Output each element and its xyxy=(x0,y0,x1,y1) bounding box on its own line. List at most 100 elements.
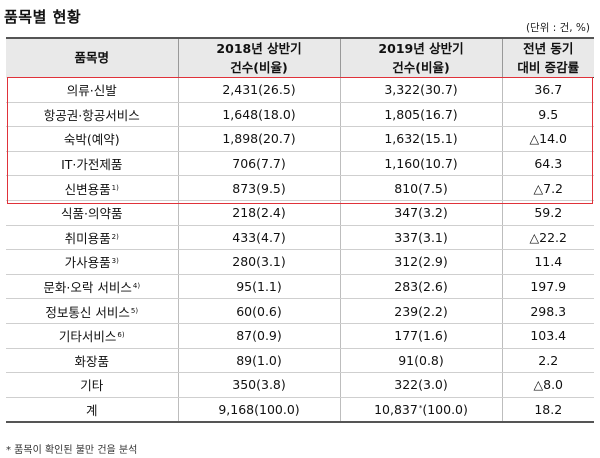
count-2019-cell: 3,322(30.7) xyxy=(340,77,503,103)
item-name: 식품·의약품 xyxy=(61,206,123,222)
header-2018-count: 건수(비율) xyxy=(178,58,341,78)
table-row: 식품·의약품 218(2.4) 347(3.2) 59.2 xyxy=(6,200,594,226)
table-row: 신변용품1) 873(9.5) 810(7.5) △7.2 xyxy=(6,175,594,201)
item-name: 정보통신 서비스 xyxy=(45,304,130,320)
header-2019-count: 건수(비율) xyxy=(340,58,503,78)
footnote: * 품목이 확인된 불만 건을 분석 xyxy=(6,445,138,456)
change-rate-cell: △14.0 xyxy=(502,126,594,152)
count-2019-value: 1,805(16.7) xyxy=(384,106,458,122)
count-2018-cell: 1,648(18.0) xyxy=(178,102,341,128)
item-name: 신변용품 xyxy=(64,181,111,197)
count-2019-cell: 337(3.1) xyxy=(340,225,503,251)
item-name: 문화·오락 서비스 xyxy=(43,280,132,296)
count-2018-cell: 2,431(26.5) xyxy=(178,77,341,103)
item-name-cell: IT·가전제품 xyxy=(6,151,179,177)
count-2018-cell: 95(1.1) xyxy=(178,274,341,300)
change-rate-cell: 18.2 xyxy=(502,397,594,424)
count-2019-cell: 91(0.8) xyxy=(340,348,503,374)
item-name: 가사용품 xyxy=(64,255,111,271)
item-name: 취미용품 xyxy=(64,230,111,246)
count-2018-cell: 87(0.9) xyxy=(178,323,341,349)
table-row: 숙박(예약) 1,898(20.7) 1,632(15.1) △14.0 xyxy=(6,126,594,152)
table-row: 화장품 89(1.0) 91(0.8) 2.2 xyxy=(6,348,594,374)
count-2018-cell: 433(4.7) xyxy=(178,225,341,251)
footnote-marker: 5) xyxy=(130,306,139,315)
item-name-cell: 가사용품3) xyxy=(6,249,179,275)
change-rate-cell: 197.9 xyxy=(502,274,594,300)
count-2019-ratio: (100.0) xyxy=(422,402,468,418)
item-status-table: 품목명 2018년 상반기 2019년 상반기 전년 동기 건수(비율) 건수(… xyxy=(6,37,594,424)
count-2019-cell: 347(3.2) xyxy=(340,200,503,226)
footnote-marker: 1) xyxy=(111,183,119,192)
count-2019-value: 1,632(15.1) xyxy=(384,131,458,147)
count-2019-value: 322(3.0) xyxy=(394,377,448,393)
change-rate-cell: 298.3 xyxy=(502,298,594,324)
item-name: 기타 xyxy=(80,378,104,394)
item-name-cell: 화장품 xyxy=(6,348,179,374)
count-2019-cell: 322(3.0) xyxy=(340,372,503,398)
item-name: 항공권·항공서비스 xyxy=(43,107,140,123)
unit-label: (단위 : 건, %) xyxy=(525,22,590,34)
table-row: 계 9,168(100.0) 10,837*(100.0) 18.2 xyxy=(6,397,594,424)
change-rate-cell: △22.2 xyxy=(502,225,594,251)
item-name: 의류·신발 xyxy=(66,83,117,99)
count-2019-value: 810(7.5) xyxy=(394,180,448,196)
item-name-cell: 의류·신발 xyxy=(6,77,179,103)
count-2019-value: 347(3.2) xyxy=(394,205,448,221)
count-2019-cell: 10,837*(100.0) xyxy=(340,397,503,424)
count-2018-cell: 218(2.4) xyxy=(178,200,341,226)
table-row: 문화·오락 서비스4) 95(1.1) 283(2.6) 197.9 xyxy=(6,274,594,300)
change-rate-cell: 36.7 xyxy=(502,77,594,103)
item-name: 계 xyxy=(85,403,98,419)
count-2018-cell: 873(9.5) xyxy=(178,175,341,201)
count-2019-value: 337(3.1) xyxy=(394,229,448,245)
item-name-cell: 취미용품2) xyxy=(6,225,179,251)
table-row: 항공권·항공서비스 1,648(18.0) 1,805(16.7) 9.5 xyxy=(6,102,594,128)
item-name-cell: 항공권·항공서비스 xyxy=(6,102,179,128)
header-change-line2: 대비 증감률 xyxy=(502,58,594,78)
count-2018-cell: 1,898(20.7) xyxy=(178,126,341,152)
count-2019-value: 177(1.6) xyxy=(394,328,448,344)
item-name-cell: 계 xyxy=(6,397,179,424)
table-row: 정보통신 서비스5) 60(0.6) 239(2.2) 298.3 xyxy=(6,298,594,324)
item-name-cell: 문화·오락 서비스4) xyxy=(6,274,179,300)
count-2018-cell: 89(1.0) xyxy=(178,348,341,374)
table-row: 취미용품2) 433(4.7) 337(3.1) △22.2 xyxy=(6,225,594,251)
count-2019-value: 91(0.8) xyxy=(398,352,444,368)
change-rate-cell: 59.2 xyxy=(502,200,594,226)
table-row: IT·가전제품 706(7.7) 1,160(10.7) 64.3 xyxy=(6,151,594,177)
count-2019-value: 239(2.2) xyxy=(394,303,448,319)
change-rate-cell: △8.0 xyxy=(502,372,594,398)
change-rate-cell: 103.4 xyxy=(502,323,594,349)
count-2019-cell: 283(2.6) xyxy=(340,274,503,300)
table-row: 기타 350(3.8) 322(3.0) △8.0 xyxy=(6,372,594,398)
count-2019-value: 10,837 xyxy=(374,402,418,418)
header-2019-period: 2019년 상반기 xyxy=(340,37,503,58)
item-name: 기타서비스 xyxy=(58,329,117,345)
count-2019-cell: 810(7.5) xyxy=(340,175,503,201)
item-name-cell: 기타서비스6) xyxy=(6,323,179,349)
footnote-marker: 3) xyxy=(111,257,119,266)
item-name-cell: 식품·의약품 xyxy=(6,200,179,226)
item-name-cell: 기타 xyxy=(6,372,179,398)
change-rate-cell: 11.4 xyxy=(502,249,594,275)
item-name: IT·가전제품 xyxy=(61,157,123,173)
count-2019-value: 283(2.6) xyxy=(394,279,448,295)
header-item: 품목명 xyxy=(6,37,179,78)
item-name-cell: 정보통신 서비스5) xyxy=(6,298,179,324)
count-2018-cell: 350(3.8) xyxy=(178,372,341,398)
count-2019-cell: 312(2.9) xyxy=(340,249,503,275)
count-2018-cell: 60(0.6) xyxy=(178,298,341,324)
count-2019-cell: 1,805(16.7) xyxy=(340,102,503,128)
item-name-cell: 숙박(예약) xyxy=(6,126,179,152)
count-2019-value: 312(2.9) xyxy=(394,254,448,270)
header-2018-period: 2018년 상반기 xyxy=(178,37,341,58)
change-rate-cell: △7.2 xyxy=(502,175,594,201)
footnote-marker: 6) xyxy=(117,331,125,340)
footnote-marker: 2) xyxy=(111,232,119,241)
count-2019-value: 1,160(10.7) xyxy=(384,156,458,172)
asterisk-marker: * xyxy=(418,404,423,413)
table-row: 의류·신발 2,431(26.5) 3,322(30.7) 36.7 xyxy=(6,77,594,103)
header-change-line1: 전년 동기 xyxy=(502,37,594,58)
count-2019-cell: 1,632(15.1) xyxy=(340,126,503,152)
